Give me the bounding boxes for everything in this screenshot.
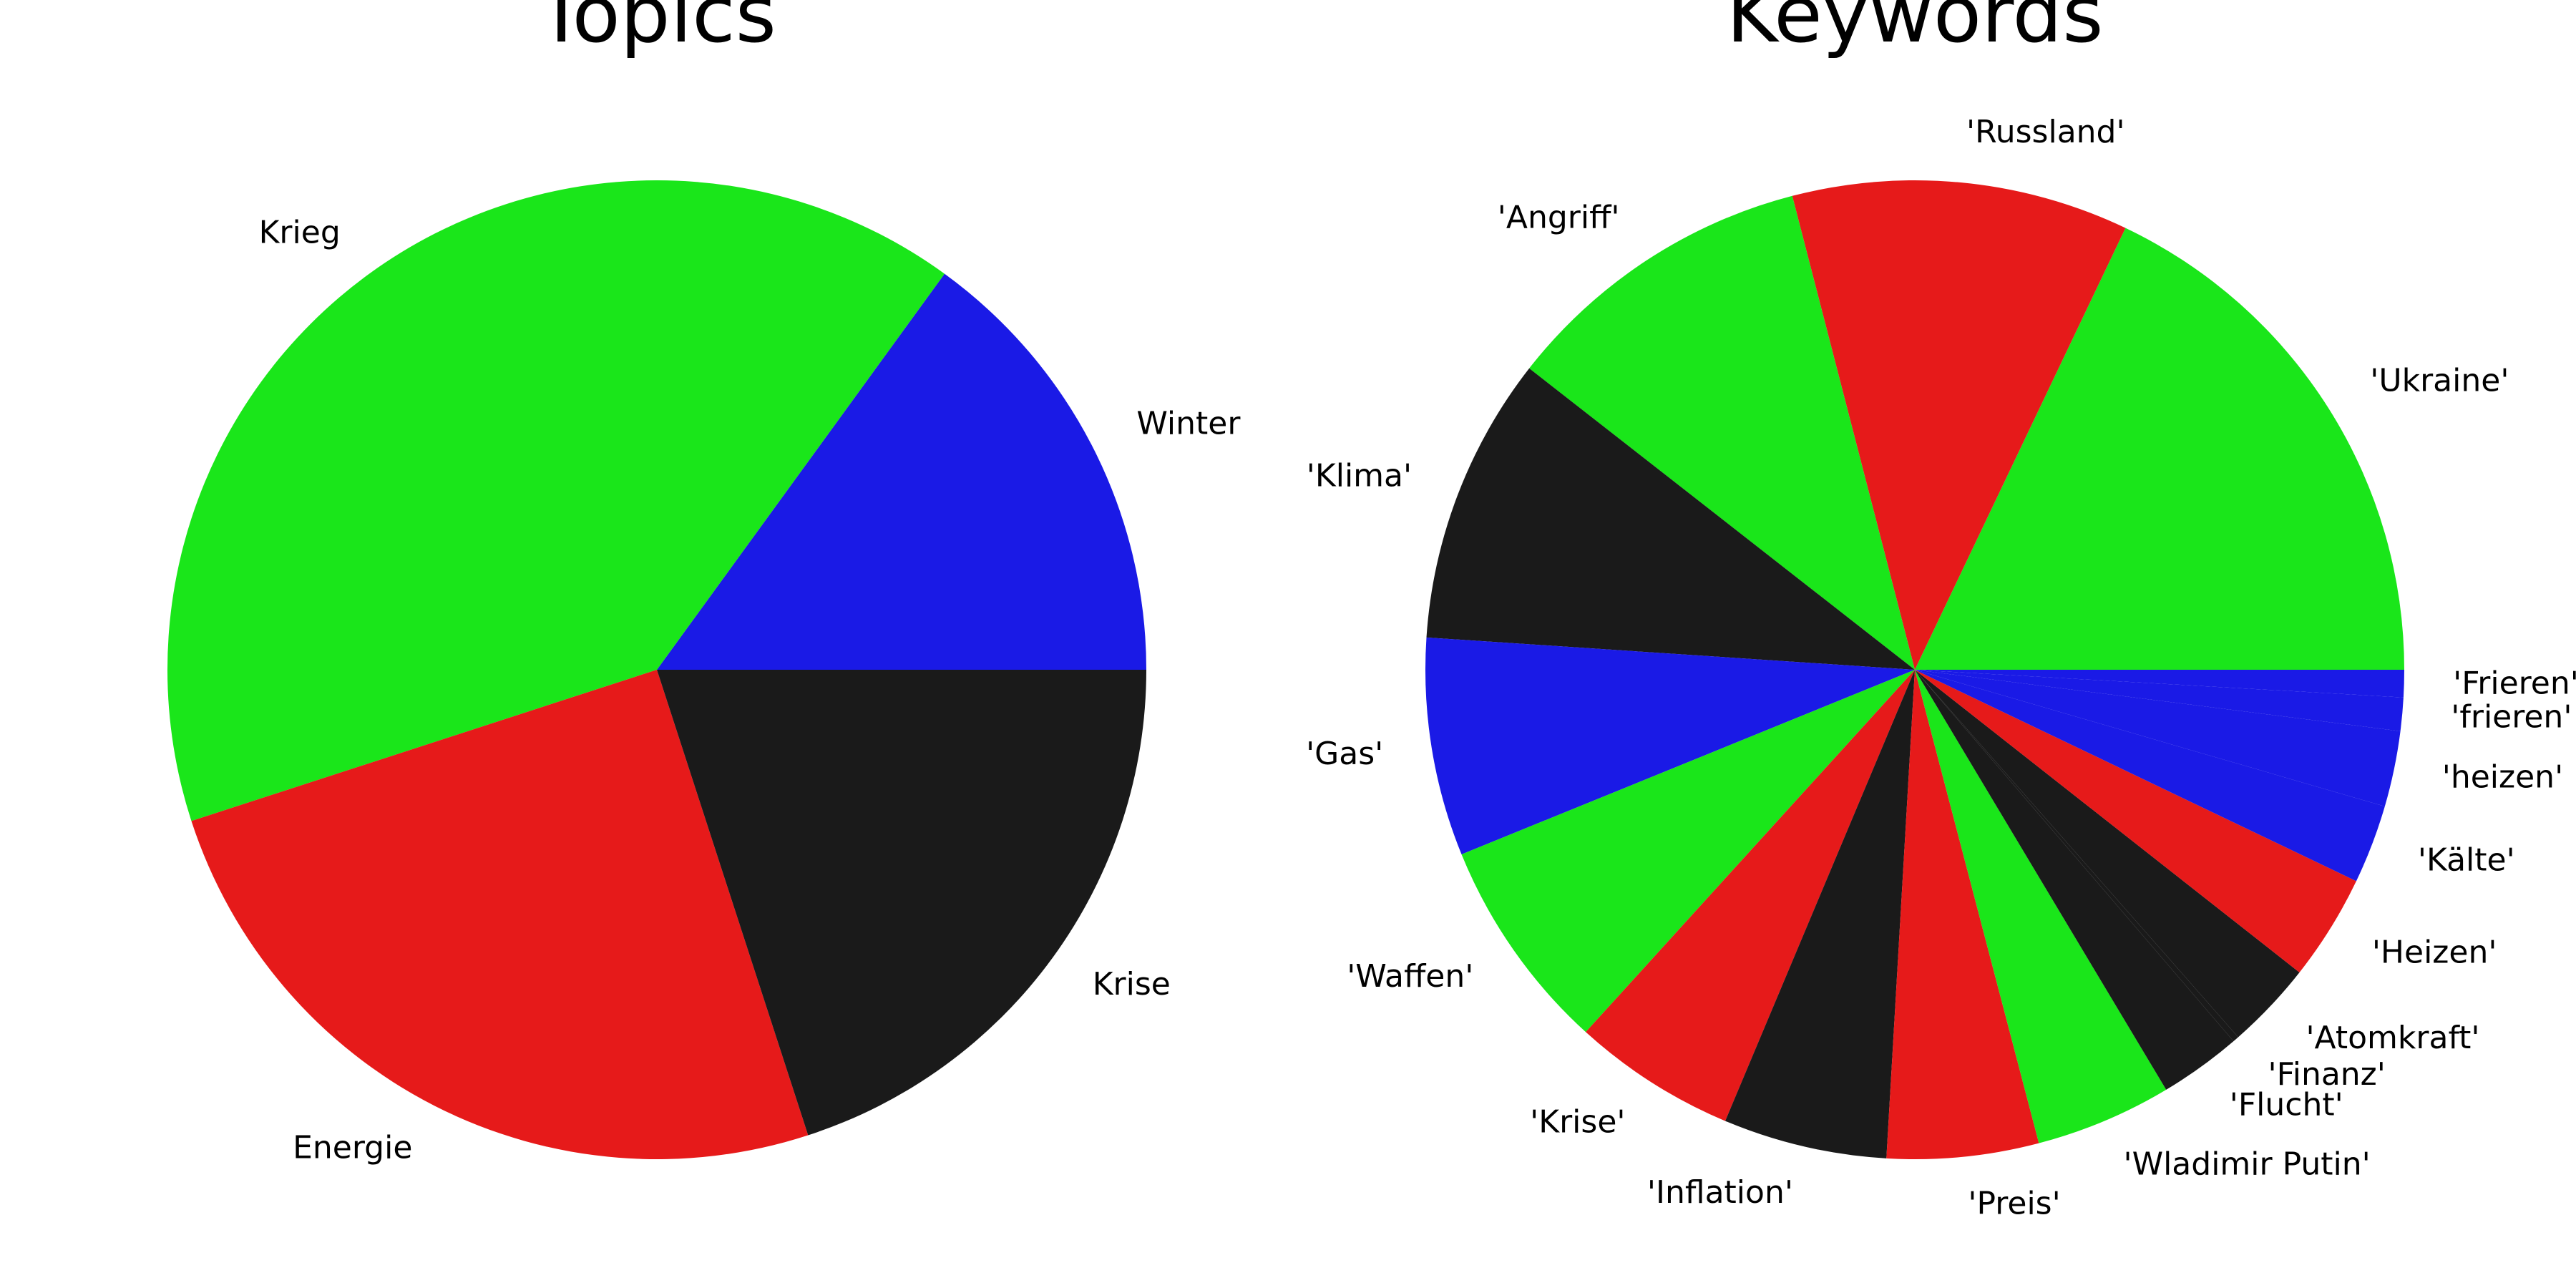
- pie-slice-preis: [1886, 670, 2039, 1159]
- slice-label-gas: 'Gas': [1306, 736, 1383, 772]
- pie-slice-krieg: [167, 180, 945, 821]
- slice-label-energie: Energie: [293, 1129, 412, 1166]
- pie-slice-waffen: [1461, 670, 1915, 1033]
- pie-slice-atomkraft: [1915, 670, 2300, 1038]
- slice-label-klima: 'Klima': [1307, 458, 1412, 494]
- slice-label-ukraine: 'Ukraine': [2370, 362, 2509, 399]
- slice-label-heizen: 'heizen': [2442, 759, 2563, 796]
- pie-slice-inflation: [1725, 670, 1915, 1158]
- pie-slice-angriff: [1529, 195, 1915, 670]
- slice-label-flucht: 'Flucht': [2230, 1087, 2343, 1123]
- pie-slice-frieren: [1915, 670, 2404, 731]
- slice-label-finanz: 'Finanz': [2268, 1056, 2386, 1093]
- pie-slice-finanz: [1915, 670, 2238, 1042]
- pie-slice-wladimir-putin: [1915, 670, 2167, 1143]
- pie-slice-russland: [1792, 180, 2126, 670]
- pie-slice-heizen: [1915, 670, 2401, 807]
- slice-label-krise: Krise: [1093, 966, 1171, 1002]
- pie-slice-ukraine: [1915, 228, 2404, 670]
- slice-label-frieren: 'frieren': [2451, 699, 2572, 736]
- pie-slice-krise: [657, 670, 1146, 1136]
- pie-slice-heizen: [1915, 670, 2356, 972]
- pie-slice-gas: [1425, 637, 1915, 855]
- slice-label-kälte: 'Kälte': [2418, 841, 2515, 878]
- pie-slice-flucht: [1915, 670, 2234, 1090]
- keywords-pie: 'Ukraine' 'Russland' 'Angriff' 'Klima' 'Gas'…: [1306, 114, 2576, 1222]
- slice-label-winter: Winter: [1136, 405, 1241, 441]
- pie-slice-frieren: [1915, 670, 2404, 698]
- slice-label-inflation: 'Inflation': [1647, 1174, 1793, 1211]
- slice-label-russland: 'Russland': [1966, 114, 2125, 150]
- slice-label-waffen: 'Waffen': [1347, 958, 1473, 995]
- slice-label-wladimir-putin: 'Wladimir Putin': [2123, 1146, 2370, 1183]
- pie-slice-energie: [191, 670, 809, 1160]
- slice-label-krieg: Krieg: [259, 214, 341, 250]
- pie-slice-krise: [1586, 670, 1915, 1121]
- slice-label-angriff: 'Angriff': [1498, 200, 1620, 236]
- pie-slice-klima: [1426, 368, 1915, 670]
- topics-chart-title: Topics: [537, 0, 776, 60]
- topics-pie: Winter Krieg Energie Krise: [167, 180, 1241, 1166]
- pie-slice-kälte: [1915, 670, 2385, 882]
- slice-label-heizen: 'Heizen': [2372, 935, 2497, 971]
- slice-label-atomkraft: 'Atomkraft': [2306, 1020, 2479, 1056]
- pie-slice-winter: [657, 273, 1146, 670]
- slice-label-krise: 'Krise': [1530, 1103, 1625, 1140]
- slice-label-frieren: 'Frieren': [2453, 665, 2576, 701]
- keywords-chart-title: Keywords: [1726, 0, 2103, 60]
- slice-label-preis: 'Preis': [1968, 1186, 2060, 1222]
